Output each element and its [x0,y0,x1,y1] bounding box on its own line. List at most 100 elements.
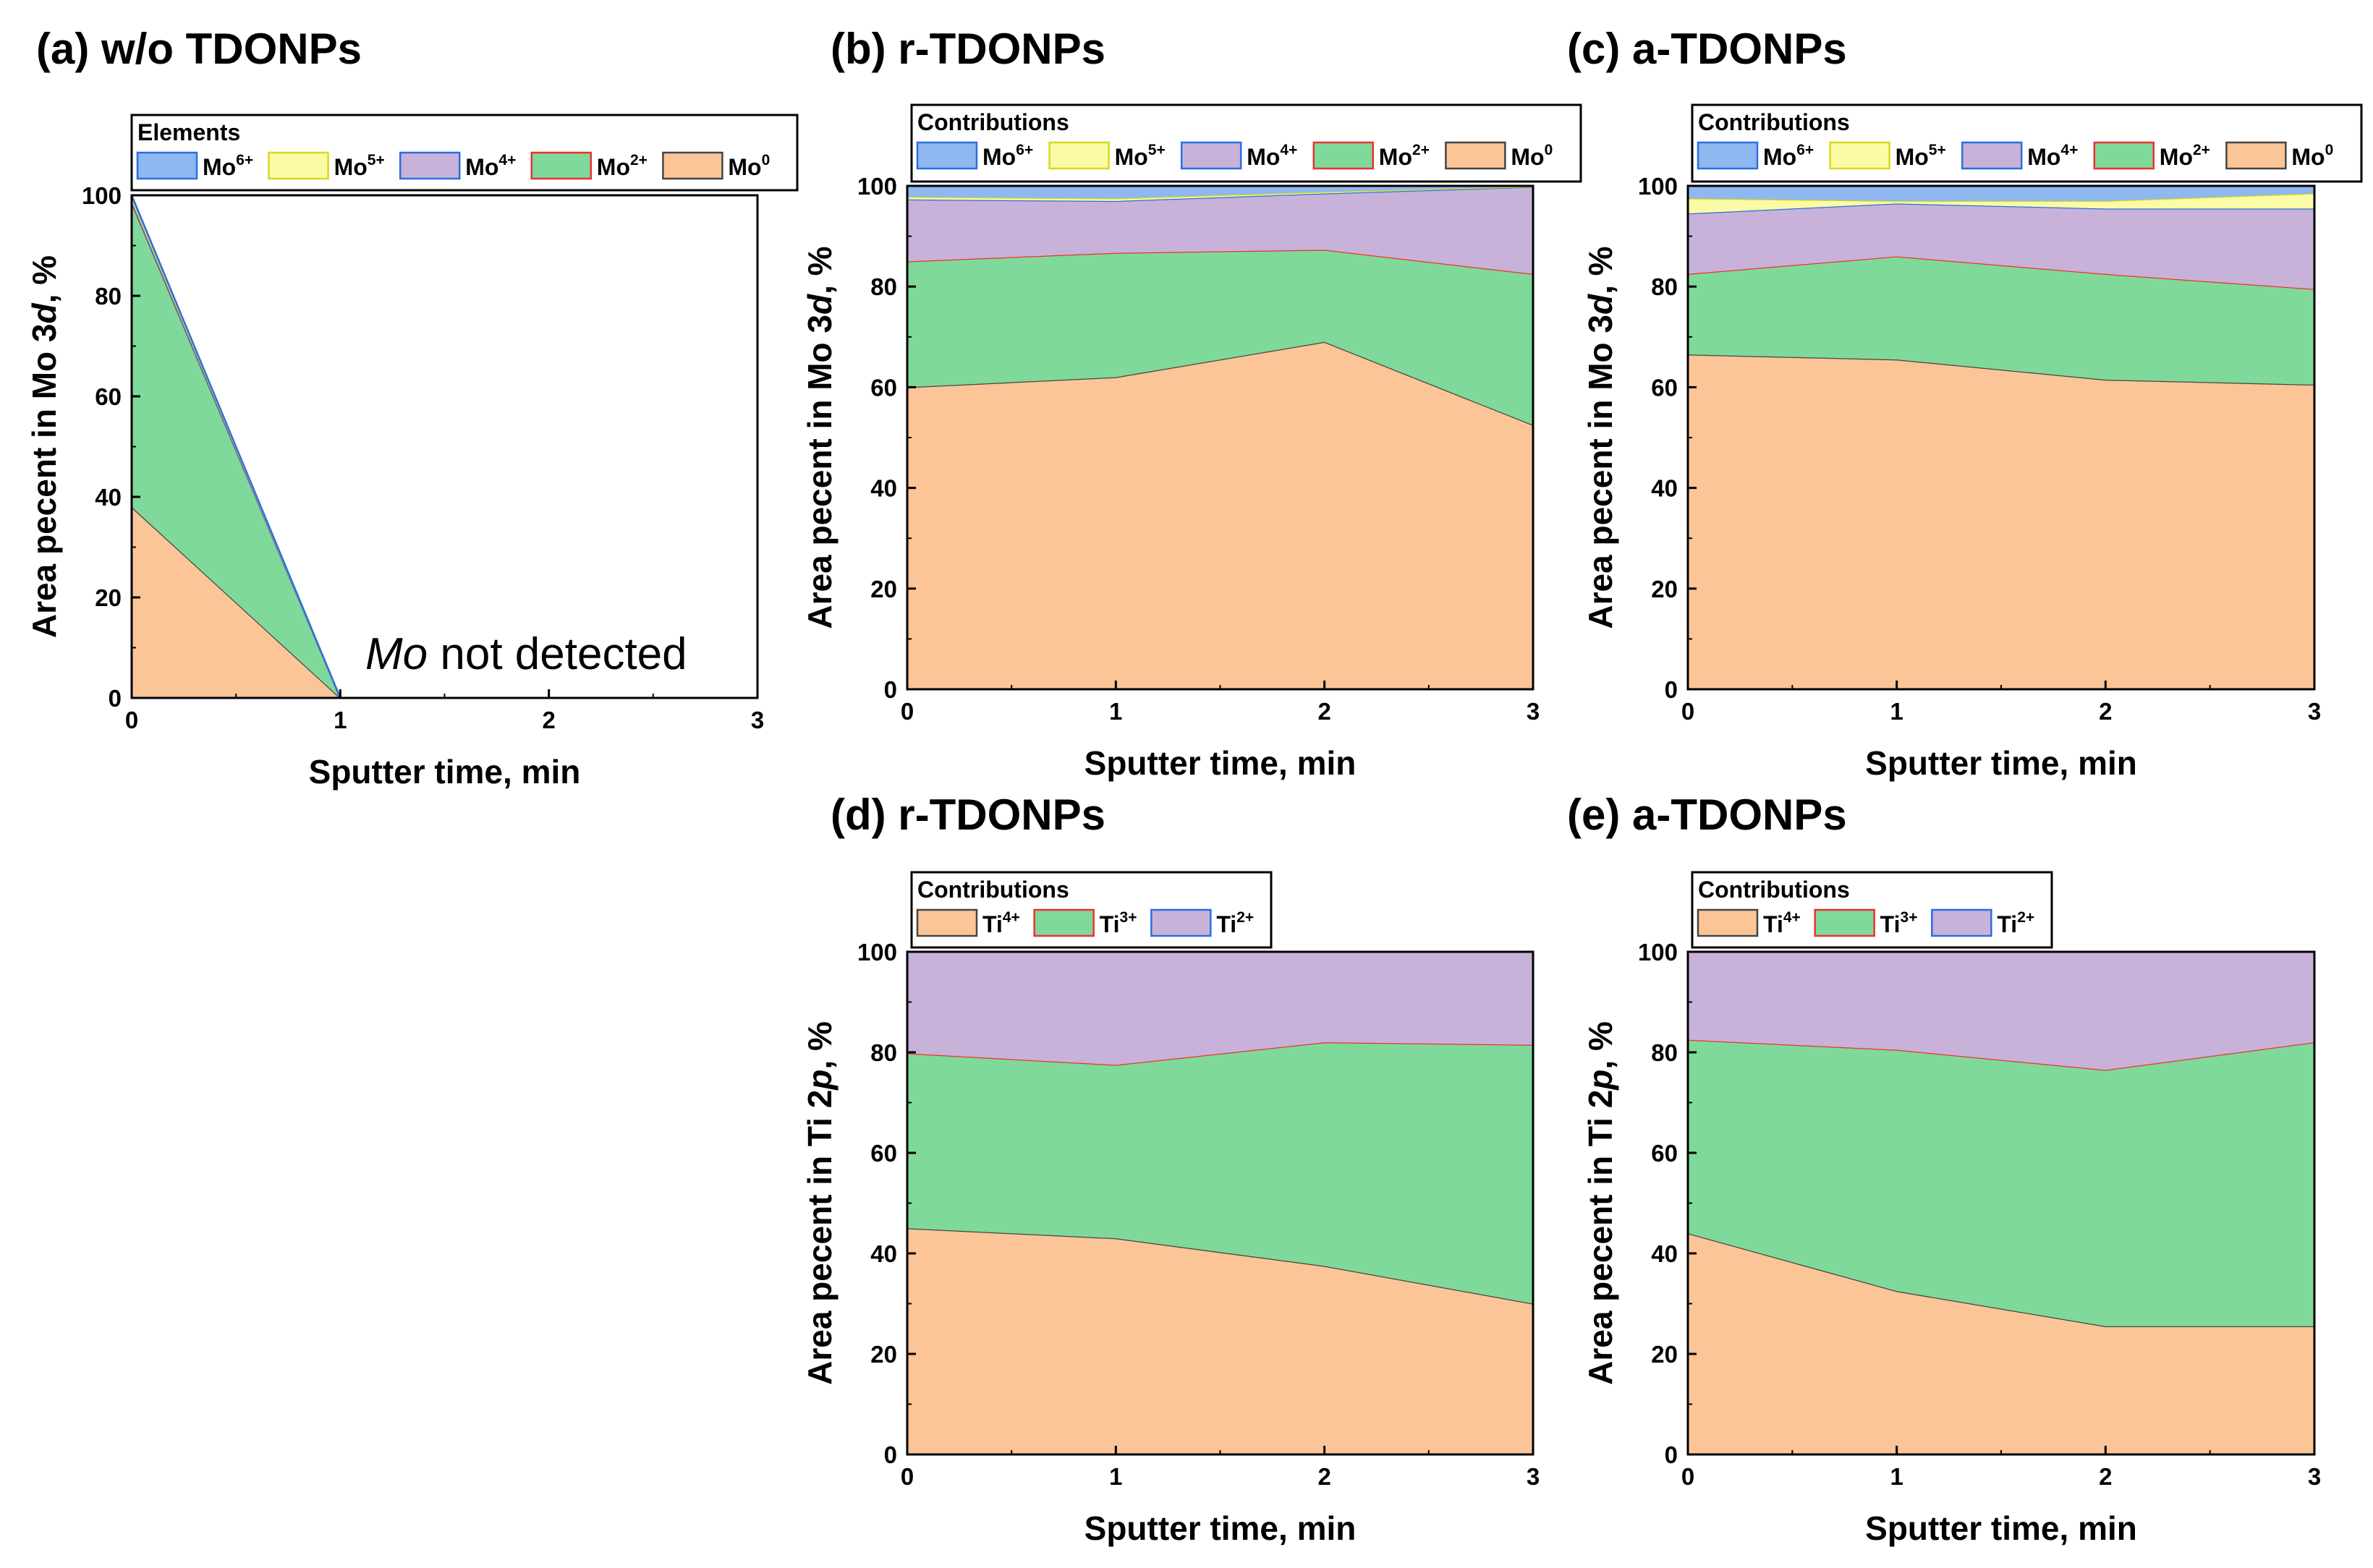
x-tick-label-e: 0 [1681,1463,1694,1490]
legend-label-sup: 5+ [1148,142,1166,158]
y-tick-label-d: 80 [870,1039,897,1066]
legend-label-Mo2plus-c: Mo2+ [2160,142,2210,170]
legend-label-base: Mo [2160,144,2193,170]
y-tick-label-a: 0 [109,685,122,712]
y-tick-label-b: 80 [870,273,897,300]
x-tick-label-e: 3 [2308,1463,2321,1490]
area-Mo5plus-b [907,186,1533,201]
legend-label-Ti3plus-d: Ti3+ [1100,909,1137,937]
series-areas-a [130,195,341,699]
legend-label-Mo0-b: Mo0 [1511,142,1553,170]
x-tick-label-d: 1 [1109,1463,1122,1490]
legend-label-sup: 4+ [2060,142,2078,158]
x-tick-label-d: 2 [1317,1463,1330,1490]
legend-title-d: Contributions [917,877,1069,903]
legend-title-b: Contributions [917,109,1069,135]
panel-c: (c) a-TDONPs 0 20 40 60 80 100 0 1 2 3 Sputter time… [1567,25,2363,782]
y-axis-label-italic: d [1582,294,1619,315]
legend-label-base: Mo [1247,144,1280,170]
y-axis-label-text: Area pecent in Ti 2 [1582,1090,1619,1385]
y-axis-label-italic: d [801,294,839,315]
legend-label-base: Mo [597,154,630,180]
area-edge-Mo6plus-a [130,195,341,699]
area-Mo2plus-c [1688,256,2314,385]
x-tick-label-c: 0 [1681,698,1694,725]
legend-label-sup: 0 [2325,142,2334,158]
area-Mo6plus-b [907,186,1533,199]
legend-label-base: Mo [2027,144,2060,170]
legend-label-sup: 2+ [2193,142,2210,158]
y-axis-label-text: Area pecent in Mo 3 [1582,315,1619,629]
legend-swatch-Mo4plus-c [1961,141,2023,170]
area-Mo2plus-b [907,250,1533,425]
legend-label-Ti3plus-e: Ti3+ [1880,909,1918,937]
x-tick-label-a: 3 [751,707,764,733]
legend-title-e: Contributions [1698,877,1850,903]
legend-swatch-Mo6plus-a [136,151,198,180]
x-tick-label-c: 1 [1890,698,1903,725]
legend-label-base: Mo [1763,144,1796,170]
legend-swatch-Mo5plus-a [268,151,329,180]
legend-swatch-Mo2plus-a [530,151,593,180]
legend-label-sup: 3+ [1901,909,1918,926]
y-axis-label-suffix: , % [801,1021,839,1069]
y-axis-label-text: Area pecent in Mo 3 [801,315,839,629]
panel-title-b: (b) r-TDONPs [831,25,1105,73]
legend-label-base: Mo [728,154,761,180]
y-tick-label-c: 20 [1651,576,1678,602]
y-axis-label-e: Area pecent in Ti 2p, % [1582,1021,1619,1385]
legend-label-Mo6plus-b: Mo6+ [982,142,1033,170]
series-areas-c [1687,184,2315,689]
y-axis-label-d: Area pecent in Ti 2p, % [801,1021,839,1385]
legend-label-base: Ti [1763,911,1783,937]
legend-label-Mo4plus-c: Mo4+ [2027,142,2078,170]
x-axis-label-e: Sputter time, min [1865,1509,2137,1547]
x-tick-label-c: 3 [2308,698,2321,725]
y-axis-label-suffix: , % [1582,246,1619,294]
y-tick-label-b: 0 [884,676,897,703]
area-Ti4plus-d [907,1228,1533,1454]
y-tick-label-d: 60 [870,1140,897,1167]
legend-label-sup: 5+ [1929,142,1946,158]
x-tick-label-a: 2 [542,707,555,733]
series-areas-d [907,950,1534,1454]
series-areas-b [907,184,1534,689]
legend-swatch-Ti4plus-e [1697,908,1759,937]
legend-label-base: Ti [1997,911,2017,937]
legend-label-sup: 0 [762,152,771,169]
legend-label-sup: 4+ [1003,909,1020,926]
legend-label-sup: 2+ [630,152,648,169]
annotation-a: Mo not detected [365,629,687,679]
legend-label-base: Ti [982,911,1003,937]
y-tick-label-c: 60 [1651,374,1678,401]
panel-b: (b) r-TDONPs 0 20 40 60 80 100 0 1 2 3 Sputter time… [801,25,1582,782]
y-tick-label-d: 40 [870,1240,897,1267]
legend-label-sup: 0 [1545,142,1553,158]
legend-label-base: Mo [203,154,236,180]
legend-label-base: Mo [465,154,498,180]
panel-a: (a) w/o TDONPs 0 20 40 60 80 100 0 1 2 3 Sputter ti… [25,25,799,791]
series-areas-e [1687,950,2315,1454]
y-axis-label-suffix: , % [1582,1021,1619,1069]
area-edge-Ti4plus-e [1687,1232,2314,1328]
legend-swatch-Ti3plus-e [1814,908,1875,937]
x-tick-label-b: 3 [1527,698,1540,725]
legend-label-base: Mo [2291,144,2325,170]
legend-label-Mo0-c: Mo0 [2291,142,2333,170]
x-tick-label-c: 2 [2099,698,2112,725]
x-axis-label-c: Sputter time, min [1865,744,2137,782]
legend-label-base: Ti [1100,911,1120,937]
legend-label-Ti2plus-d: Ti2+ [1216,909,1254,937]
legend-swatch-Mo4plus-b [1180,141,1242,170]
y-axis-label-a: Area pecent in Mo 3d, % [25,255,63,638]
y-tick-label-e: 60 [1651,1140,1678,1167]
y-axis-label-italic: p [801,1070,839,1091]
area-Mo4plus-c [1688,203,2314,289]
legend-label-sup: 6+ [1016,142,1033,158]
area-Ti2plus-e [1688,952,2314,1070]
legend-swatch-Mo4plus-a [399,151,461,180]
legend-swatch-Mo5plus-b [1048,141,1110,170]
area-Ti4plus-e [1688,1233,2314,1454]
